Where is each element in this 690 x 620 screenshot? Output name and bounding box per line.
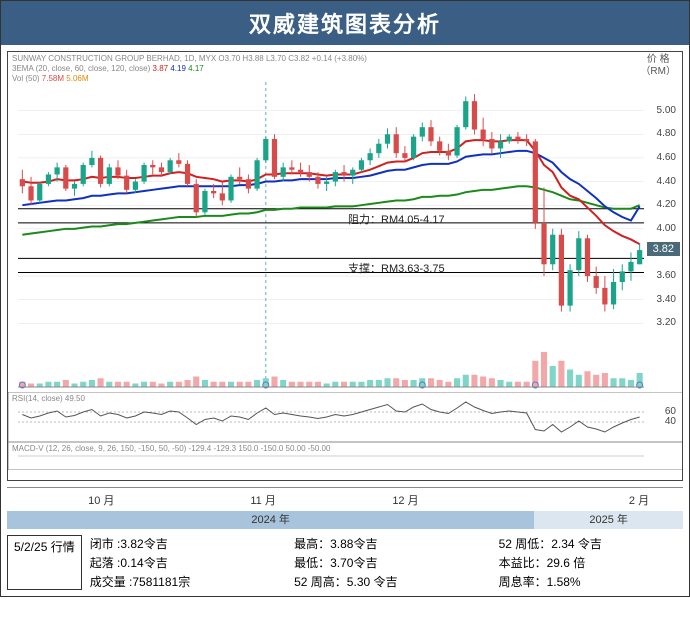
stats-block: 5/2/25 行情 闭市 :3.82令吉 最高：3.88令吉 52 周低：2.34 … (7, 535, 683, 590)
stats-grid: 闭市 :3.82令吉 最高：3.88令吉 52 周低：2.34 令吉起落 :0.14… (90, 535, 683, 590)
stat-item: 成交量 :7581181宗 (90, 573, 274, 590)
stat-item: 最高：3.88令吉 (294, 535, 478, 552)
year-bar: 2024 年2025 年 (7, 511, 683, 529)
title-bar: 双威建筑图表分析 (1, 1, 689, 45)
stat-item: 最低：3.70令吉 (294, 554, 478, 571)
x-axis: 10 月11 月12 月2 月 (7, 487, 683, 509)
support-label: 支撑：RM3.63-3.75 (348, 260, 445, 276)
stat-item: 周息率：1.58% (499, 573, 683, 590)
rsi-label: RSI(14, close) 49.50 (12, 394, 85, 403)
stat-item: 闭市 :3.82令吉 (90, 535, 274, 552)
current-price-box: 3.82 (647, 242, 680, 256)
quote-date: 5/2/25 行情 (7, 535, 82, 590)
price-chart (8, 52, 682, 392)
stat-item: 本益比：29.6 倍 (499, 554, 683, 571)
rsi-chart (8, 392, 682, 442)
resistance-label: 阻力：RM4.05-4.17 (348, 211, 445, 227)
stat-item: 52 周高：5.30 令吉 (294, 573, 478, 590)
chart-panel: 双威建筑图表分析 SUNWAY CONSTRUCTION GROUP BERHA… (0, 0, 690, 597)
stat-item: 52 周低：2.34 令吉 (499, 535, 683, 552)
macd-label: MACD-V (12, 26, close, 9, 26, 150, -150,… (12, 444, 330, 453)
chart-box: SUNWAY CONSTRUCTION GROUP BERHAD, 1D, MY… (7, 51, 683, 481)
stat-item: 起落 :0.14令吉 (90, 554, 274, 571)
